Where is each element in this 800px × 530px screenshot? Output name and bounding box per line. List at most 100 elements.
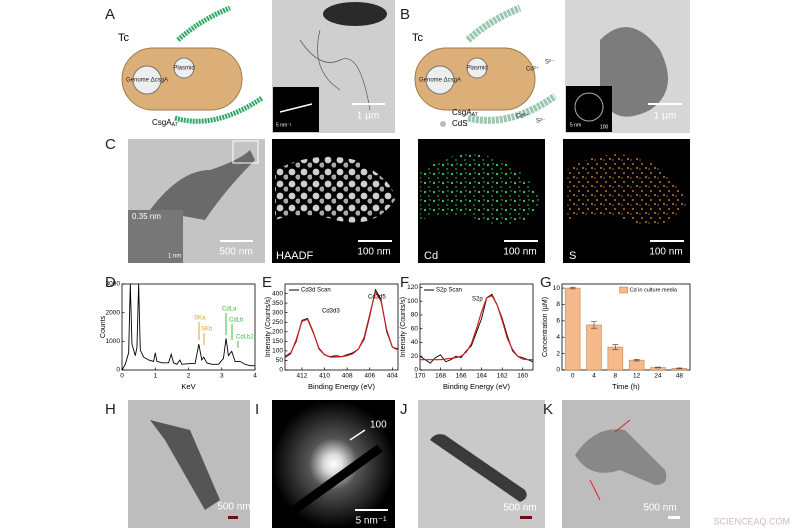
x-tick-label: 412 bbox=[297, 373, 308, 380]
bacterium bbox=[575, 429, 667, 485]
y-tick-label: 350 bbox=[272, 300, 283, 307]
micrograph-b: 5 nm 100 1 µm bbox=[565, 0, 690, 133]
error-bar bbox=[676, 367, 683, 370]
plot-frame bbox=[561, 283, 691, 371]
x-tick-label: 8 bbox=[614, 373, 618, 380]
fibers bbox=[299, 29, 371, 111]
plasmid bbox=[466, 57, 488, 79]
scale-label: 100 nm bbox=[503, 247, 536, 258]
y-tick-label: 250 bbox=[272, 319, 283, 326]
ion-label: S²⁻ bbox=[545, 60, 554, 66]
x-tick-label: 48 bbox=[676, 373, 684, 380]
error-bar bbox=[569, 286, 576, 290]
haadf-map: HAADF 100 nm bbox=[272, 139, 400, 263]
legend-swatch bbox=[619, 286, 628, 294]
map-label: Cd bbox=[424, 250, 438, 262]
bacterium bbox=[121, 47, 243, 111]
aggregate bbox=[566, 154, 686, 225]
cds-icon bbox=[440, 121, 446, 127]
panel-label: J bbox=[400, 401, 408, 418]
annotation: S2p bbox=[472, 297, 483, 303]
tc-label: Tc bbox=[118, 32, 130, 44]
legend-label: CdS bbox=[452, 119, 468, 128]
y-tick-label: 100 bbox=[272, 348, 283, 355]
scale-bar bbox=[520, 516, 532, 519]
y-tick-label: 20 bbox=[411, 353, 419, 360]
genome bbox=[132, 65, 162, 95]
lattice-label: 0.35 nm bbox=[132, 212, 161, 221]
x-tick-label: 2 bbox=[187, 373, 191, 380]
error-bar bbox=[591, 321, 597, 329]
legend-label: CsgAA7 bbox=[152, 118, 178, 128]
scale-label: 500 nm bbox=[643, 503, 676, 514]
legend-label: S2p Scan bbox=[436, 288, 462, 294]
x-axis-label: KeV bbox=[181, 382, 195, 391]
legend-label: Cd in culture media bbox=[630, 287, 678, 293]
panel-label: F bbox=[400, 274, 409, 291]
x-tick-label: 162 bbox=[497, 373, 508, 380]
aggregate bbox=[150, 150, 255, 220]
y-tick-label: 100 bbox=[407, 298, 418, 305]
ion-label: S²⁻ bbox=[536, 119, 545, 125]
arrow bbox=[614, 419, 631, 433]
ring bbox=[574, 92, 604, 122]
y-tick-label: 200 bbox=[272, 328, 283, 335]
annotation: Cd3d3 bbox=[322, 309, 340, 315]
bar bbox=[628, 359, 645, 371]
y-tick-label: 2000 bbox=[106, 309, 121, 316]
micrograph-a: 5 nm⁻¹ 1 µm bbox=[272, 0, 395, 133]
annotation: SKb bbox=[201, 327, 213, 333]
genome-label: Genome ΔcsgA bbox=[419, 78, 461, 84]
genome bbox=[425, 65, 455, 95]
genome-label: Genome ΔcsgA bbox=[126, 78, 168, 84]
y-tick-label: 150 bbox=[272, 338, 283, 345]
annotation: Cd3d5 bbox=[368, 295, 386, 301]
bar bbox=[607, 346, 624, 371]
panel-label: I bbox=[255, 401, 259, 418]
panel-label: B bbox=[400, 6, 410, 23]
annotation: CdLb bbox=[229, 318, 244, 324]
bacterium bbox=[150, 420, 220, 510]
beam-stop bbox=[277, 444, 383, 524]
error-bar bbox=[655, 366, 661, 369]
y-tick-label: 1000 bbox=[106, 338, 121, 345]
cd-map: Cd 100 nm bbox=[418, 139, 545, 263]
bacterium bbox=[323, 2, 387, 26]
micrograph-j: 500 nm bbox=[418, 400, 545, 528]
scale-label: 500 nm bbox=[503, 503, 536, 514]
aggregate bbox=[420, 154, 540, 225]
x-tick-label: 0 bbox=[571, 373, 575, 380]
bar bbox=[586, 324, 602, 371]
aggregate bbox=[275, 156, 395, 223]
y-tick-label: 4 bbox=[556, 334, 560, 341]
y-tick-label: 6 bbox=[556, 318, 560, 325]
x-tick-label: 160 bbox=[517, 373, 528, 380]
aggregate bbox=[600, 27, 668, 117]
scale-label: 1 µm bbox=[654, 111, 676, 122]
y-tick-label: 60 bbox=[411, 325, 419, 332]
plasmid-label: Plasmid bbox=[466, 66, 487, 72]
x-tick-label: 4 bbox=[253, 373, 257, 380]
micrograph-k: 500 nm bbox=[562, 400, 690, 528]
micrograph-c: 0.35 nm 1 nm 500 nm bbox=[128, 139, 265, 263]
map-label: HAADF bbox=[276, 250, 314, 262]
series-line bbox=[420, 294, 533, 361]
panel-label: H bbox=[105, 401, 116, 418]
y-tick-label: 8 bbox=[556, 301, 560, 308]
scale-label: 5 nm⁻¹ bbox=[356, 516, 388, 527]
x-tick-label: 408 bbox=[342, 373, 353, 380]
y-axis-label: Concentration (µM) bbox=[542, 297, 549, 357]
x-tick-label: 410 bbox=[319, 373, 330, 380]
scale-label: 500 nm bbox=[217, 502, 250, 513]
x-tick-label: 3 bbox=[220, 373, 224, 380]
panel-label: C bbox=[105, 136, 116, 153]
scale-label: 100 nm bbox=[649, 247, 682, 258]
x-axis-label: Time (h) bbox=[612, 382, 640, 391]
arrow bbox=[589, 479, 601, 501]
x-axis-label: Binding Energy (eV) bbox=[308, 382, 376, 391]
scale-label: 5 nm⁻¹ bbox=[276, 122, 292, 128]
x-tick-label: 1 bbox=[153, 373, 157, 380]
x-tick-label: 406 bbox=[364, 373, 375, 380]
panel-label: A bbox=[105, 6, 115, 23]
